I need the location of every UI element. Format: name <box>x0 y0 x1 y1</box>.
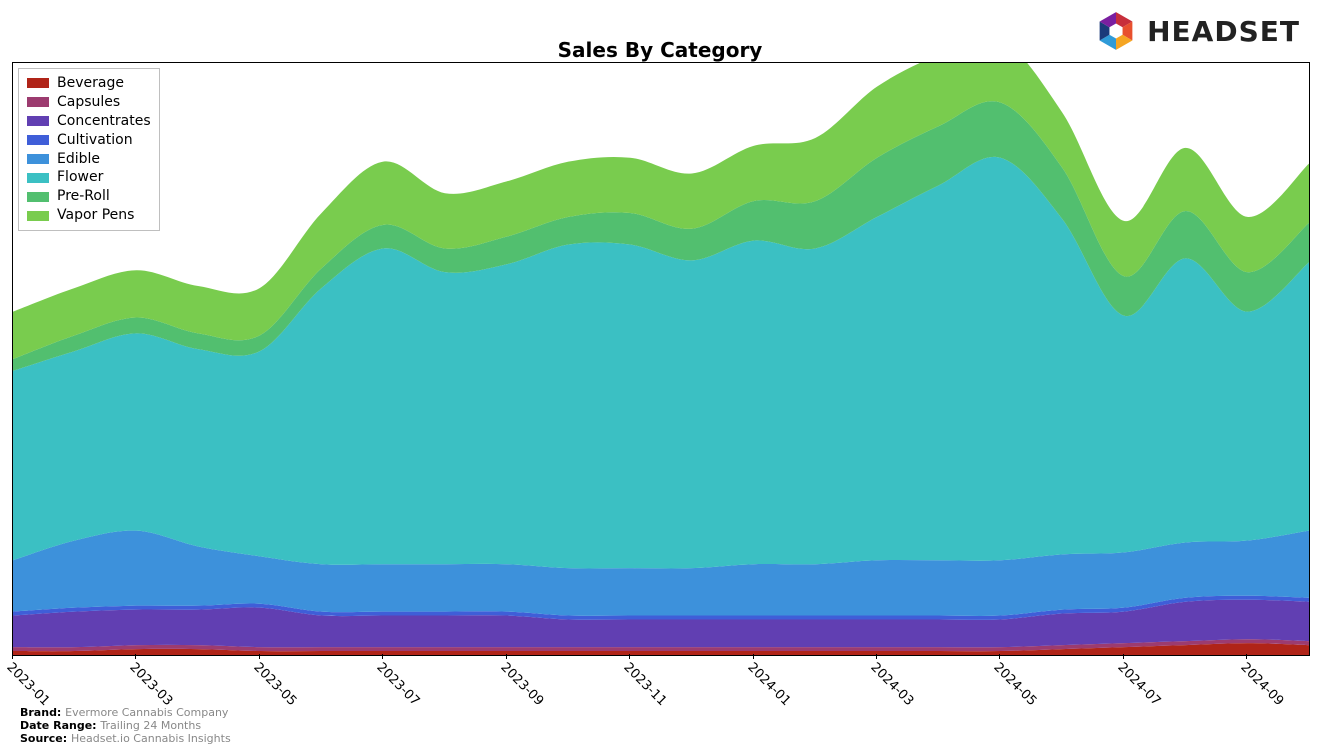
footer-label: Source: <box>20 732 71 745</box>
x-tick-label: 2024-09 <box>1238 660 1287 709</box>
legend-swatch <box>27 192 49 202</box>
x-tick-label: 2024-05 <box>991 660 1040 709</box>
x-tick-mark <box>876 654 877 659</box>
footer-row: Date Range: Trailing 24 Months <box>20 719 231 732</box>
legend-label: Edible <box>57 150 100 169</box>
footer-row: Brand: Evermore Cannabis Company <box>20 706 231 719</box>
legend-swatch <box>27 135 49 145</box>
legend-swatch <box>27 154 49 164</box>
x-tick-mark <box>259 654 260 659</box>
legend-label: Concentrates <box>57 112 151 131</box>
x-tick-mark <box>999 654 1000 659</box>
x-tick-mark <box>382 654 383 659</box>
legend-label: Beverage <box>57 74 124 93</box>
footer-row: Source: Headset.io Cannabis Insights <box>20 732 231 745</box>
legend-swatch <box>27 211 49 221</box>
x-tick-label: 2024-03 <box>867 660 916 709</box>
legend-row: Capsules <box>27 93 151 112</box>
legend-row: Beverage <box>27 74 151 93</box>
x-tick-label: 2023-03 <box>127 660 176 709</box>
x-tick-label: 2023-07 <box>374 660 423 709</box>
x-tick-label: 2024-07 <box>1114 660 1163 709</box>
headset-logo-text: HEADSET <box>1147 15 1300 48</box>
legend-label: Cultivation <box>57 131 133 150</box>
legend-row: Edible <box>27 150 151 169</box>
x-tick-mark <box>753 654 754 659</box>
chart-page: Sales By Category HEADSET BeverageCapsul… <box>0 0 1320 746</box>
x-tick-label: 2024-01 <box>744 660 793 709</box>
legend-row: Pre-Roll <box>27 187 151 206</box>
footer-value: Trailing 24 Months <box>100 719 201 732</box>
chart-footer: Brand: Evermore Cannabis CompanyDate Ran… <box>20 706 231 745</box>
x-tick-mark <box>506 654 507 659</box>
footer-value: Evermore Cannabis Company <box>65 706 228 719</box>
x-tick-mark <box>1246 654 1247 659</box>
x-tick-label: 2023-11 <box>621 660 670 709</box>
legend-row: Cultivation <box>27 131 151 150</box>
legend: BeverageCapsulesConcentratesCultivationE… <box>18 68 160 231</box>
legend-label: Capsules <box>57 93 120 112</box>
legend-swatch <box>27 116 49 126</box>
x-tick-label: 2023-01 <box>3 660 52 709</box>
legend-label: Vapor Pens <box>57 206 134 225</box>
footer-label: Date Range: <box>20 719 100 732</box>
legend-swatch <box>27 173 49 183</box>
plot-area <box>12 62 1310 656</box>
x-tick-mark <box>12 654 13 659</box>
footer-value: Headset.io Cannabis Insights <box>71 732 231 745</box>
x-tick-label: 2023-05 <box>250 660 299 709</box>
legend-swatch <box>27 97 49 107</box>
headset-logo: HEADSET <box>1095 10 1300 52</box>
legend-label: Flower <box>57 168 103 187</box>
legend-row: Vapor Pens <box>27 206 151 225</box>
footer-label: Brand: <box>20 706 65 719</box>
x-tick-label: 2023-09 <box>497 660 546 709</box>
legend-row: Concentrates <box>27 112 151 131</box>
legend-label: Pre-Roll <box>57 187 110 206</box>
headset-logo-icon <box>1095 10 1137 52</box>
x-tick-mark <box>1123 654 1124 659</box>
stacked-area-svg <box>13 63 1309 655</box>
x-tick-mark <box>629 654 630 659</box>
legend-row: Flower <box>27 168 151 187</box>
x-tick-mark <box>135 654 136 659</box>
legend-swatch <box>27 78 49 88</box>
